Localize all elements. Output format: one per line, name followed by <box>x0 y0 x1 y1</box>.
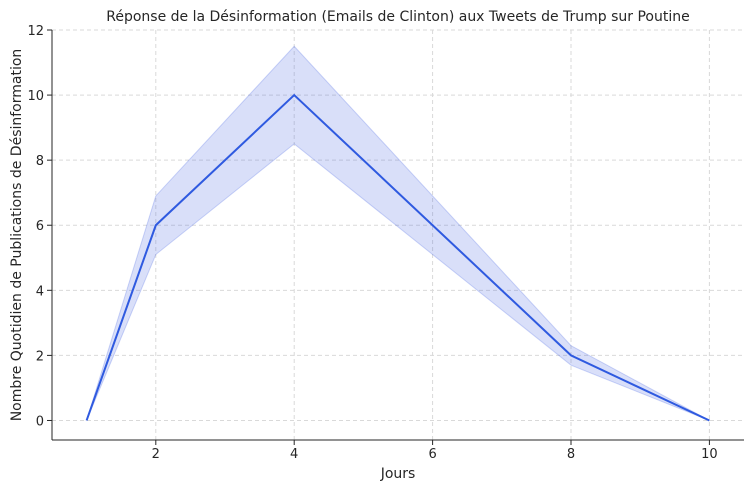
y-tick-label: 8 <box>36 154 44 169</box>
series-line <box>85 93 710 422</box>
x-tick-label: 6 <box>428 447 436 462</box>
series-line-layer <box>85 93 710 422</box>
y-tick-label: 2 <box>36 349 44 364</box>
y-tick-label: 10 <box>27 89 44 104</box>
x-axis-ticks: 2 4 6 8 10 <box>152 440 718 462</box>
y-tick-label: 4 <box>36 284 44 299</box>
y-axis-ticks: 0 2 4 6 8 10 12 <box>27 24 52 429</box>
axes <box>51 30 744 441</box>
x-tick-label: 8 <box>567 447 575 462</box>
grid <box>52 29 744 440</box>
x-axis-label: Jours <box>380 466 416 482</box>
y-tick-label: 12 <box>27 24 44 39</box>
confidence-band-layer <box>86 45 710 421</box>
x-tick-label: 4 <box>290 447 298 462</box>
x-tick-label: 2 <box>152 447 160 462</box>
y-tick-label: 0 <box>36 414 44 429</box>
chart-title: Réponse de la Désinformation (Emails de … <box>106 9 689 25</box>
y-tick-label: 6 <box>36 219 44 234</box>
x-tick-label: 10 <box>701 447 718 462</box>
y-axis-label: Nombre Quotidien de Publications de Dési… <box>9 49 25 422</box>
confidence-band <box>86 45 710 421</box>
